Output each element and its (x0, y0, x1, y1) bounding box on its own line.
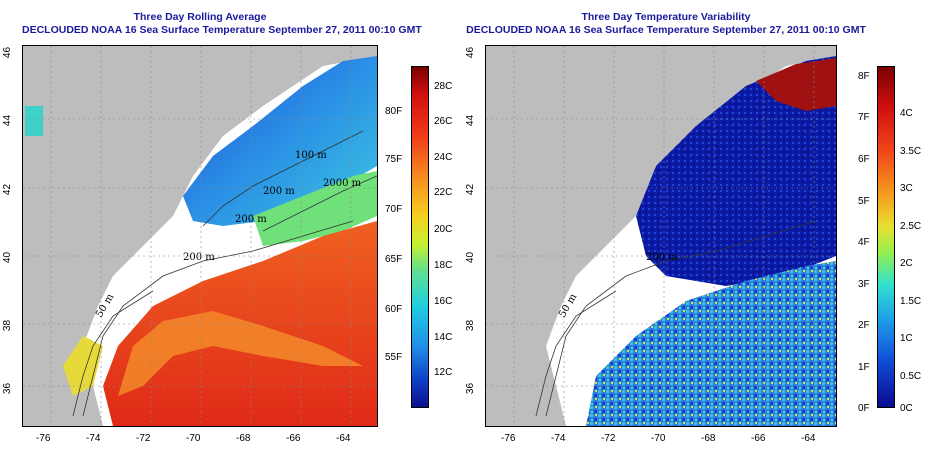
contour-100m (202, 130, 364, 227)
cb-c-label: 12C (434, 367, 453, 378)
lat-tick: 42 (2, 183, 14, 196)
cb-f-label: 7F (858, 112, 870, 123)
cb-c-label: 1.5C (900, 296, 922, 307)
low-variability-zone (636, 56, 836, 286)
cb-f-label: 75F (385, 154, 403, 165)
mixed-variability-zone (586, 261, 836, 426)
lon-tick: -70 (651, 433, 666, 444)
lat-tick: 42 (465, 183, 477, 196)
cb-f-label: 80F (385, 106, 403, 117)
contour-label-200m-c: 200 m (183, 252, 215, 263)
lat-tick: 40 (465, 251, 477, 264)
cb-f-label: 2F (858, 320, 870, 331)
contour-label-200m-a: 200 m (263, 186, 295, 197)
cb-c-label: 24C (434, 152, 453, 163)
contour-50m (535, 290, 617, 417)
contour-label-100m: 100 m (295, 150, 327, 161)
high-variability-zone (756, 58, 836, 111)
left-title-line1: Three Day Rolling Average (133, 11, 267, 23)
cb-f-label: 4F (858, 237, 870, 248)
lon-tick: -70 (186, 433, 201, 444)
grid (486, 46, 836, 426)
contour-200m (82, 220, 354, 417)
cb-c-label: 22C (434, 187, 453, 198)
cb-f-label: 3F (858, 279, 870, 290)
cb-c-label: 2C (900, 258, 913, 269)
cb-c-label: 1C (900, 333, 913, 344)
cb-c-label: 14C (434, 332, 453, 343)
warm-plume (118, 311, 363, 396)
lon-tick: -68 (236, 433, 251, 444)
cb-c-label: 26C (434, 116, 453, 127)
lon-tick: -74 (86, 433, 101, 444)
grid (23, 46, 377, 426)
lon-tick: -72 (601, 433, 616, 444)
lon-tick: -68 (701, 433, 716, 444)
lat-tick: 40 (2, 251, 14, 264)
lat-tick: 36 (465, 382, 477, 395)
cb-f-label: 0F (858, 403, 870, 414)
cb-f-label: 5F (858, 196, 870, 207)
contour-label-200m-b: 200 m (235, 214, 267, 225)
cb-c-label: 3C (900, 183, 913, 194)
left-title-line2: DECLOUDED NOAA 16 Sea Surface Temperatur… (22, 24, 422, 36)
lon-tick: -76 (36, 433, 51, 444)
sst-variability-map-canvas: 200 m 50 m (486, 46, 836, 426)
lon-tick: -66 (751, 433, 766, 444)
cb-f-label: 8F (858, 71, 870, 82)
lat-tick: 44 (465, 114, 477, 127)
lat-tick: 38 (465, 319, 477, 332)
sst-average-map-canvas: 100 m 200 m 2000 m 200 m 200 m 50 m (23, 46, 377, 426)
lat-tick: 46 (465, 46, 477, 59)
lat-tick: 44 (2, 114, 14, 127)
cb-c-label: 0C (900, 403, 913, 414)
right-title-line2: DECLOUDED NOAA 16 Sea Surface Temperatur… (466, 24, 866, 36)
lon-tick: -66 (286, 433, 301, 444)
cb-c-label: 4C (900, 108, 913, 119)
cb-c-label: 18C (434, 260, 453, 271)
cb-f-label: 6F (858, 154, 870, 165)
lat-tick: 38 (2, 319, 14, 332)
cold-water (183, 56, 377, 226)
lon-tick: -64 (336, 433, 351, 444)
left-colorbar (411, 66, 429, 408)
lat-tick: 36 (2, 382, 14, 395)
cb-c-label: 16C (434, 296, 453, 307)
lon-tick: -76 (501, 433, 516, 444)
cb-f-label: 70F (385, 204, 403, 215)
cb-c-label: 20C (434, 224, 453, 235)
contour-2000m (262, 175, 377, 232)
cb-c-label: 3.5C (900, 146, 922, 157)
lon-tick: -74 (551, 433, 566, 444)
cb-c-label: 28C (434, 81, 453, 92)
contour-200m (545, 220, 817, 417)
lat-tick: 46 (2, 46, 14, 59)
contour-50m (72, 290, 154, 417)
sst-variability-map: 200 m 50 m (485, 45, 837, 427)
sst-average-map: 100 m 200 m 2000 m 200 m 200 m 50 m (22, 45, 378, 427)
coastal-warm (63, 336, 103, 396)
contour-label-2000m: 2000 m (323, 178, 362, 189)
cb-f-label: 65F (385, 254, 403, 265)
lon-tick: -64 (801, 433, 816, 444)
cb-f-label: 1F (858, 362, 870, 373)
contour-label-200m: 200 m (646, 252, 678, 263)
cb-c-label: 2.5C (900, 221, 922, 232)
cb-f-label: 55F (385, 352, 403, 363)
right-colorbar (877, 66, 895, 408)
nw-patch (25, 106, 43, 136)
right-title-line1: Three Day Temperature Variability (581, 11, 751, 23)
lon-tick: -72 (136, 433, 151, 444)
cb-c-label: 0.5C (900, 371, 922, 382)
cb-f-label: 60F (385, 304, 403, 315)
